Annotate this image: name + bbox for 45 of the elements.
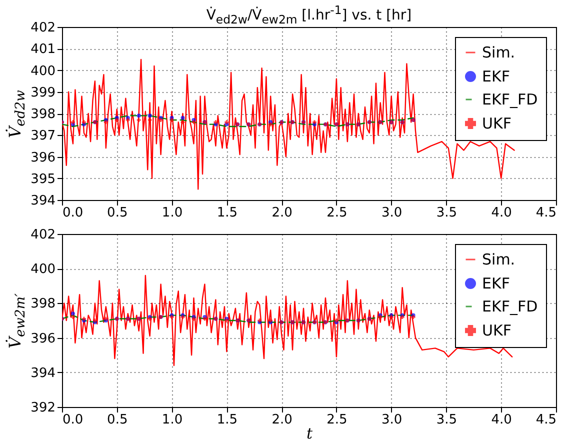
x-tick-label: 2.0 [272, 412, 292, 428]
x-tick-label: 1.5 [216, 206, 238, 220]
y-tick-label: 396 [30, 331, 56, 346]
x-tick-label: 3.5 [436, 206, 458, 220]
x-tick-label: 4.5 [536, 412, 556, 428]
y-tick-label: 398 [30, 107, 56, 122]
y-tick-label: 396 [30, 150, 56, 166]
x-tick-label: 3.0 [381, 206, 402, 220]
x-tick-label: 0.0 [62, 412, 84, 428]
y-tick-label: 400 [30, 262, 56, 278]
legend-label: Sim. [482, 44, 516, 62]
x-tick-label: 4.0 [491, 206, 512, 220]
legend-label: EKF [482, 68, 510, 86]
x-tick-label: 1.0 [162, 206, 183, 220]
y-tick-label: 398 [30, 296, 56, 312]
x-tick-label: 0.5 [107, 412, 128, 428]
y-tick-label: 402 [30, 228, 56, 242]
y-tick-label: 397 [30, 128, 56, 144]
x-axis-title: t [306, 424, 314, 442]
y-tick-label: 392 [30, 400, 56, 416]
x-tick-label: 0.5 [107, 206, 128, 220]
x-tick-label: 1.5 [216, 412, 238, 428]
legend-label: EKF_FD [482, 90, 538, 108]
legend-label: Sim. [482, 250, 516, 268]
y-tick-label: 394 [30, 194, 56, 208]
x-tick-label: 2.0 [272, 206, 292, 220]
y-tick-label: 394 [30, 366, 56, 381]
y-tick-label: 399 [30, 85, 56, 100]
x-tick-label: 2.5 [326, 206, 348, 220]
legend-label: UKF [482, 322, 512, 340]
x-tick-label: 3.0 [381, 412, 402, 428]
legend-label: UKF [482, 114, 512, 132]
y-tick-label: 400 [30, 64, 56, 79]
x-tick-label: 3.5 [436, 412, 458, 428]
y-tick-label: 395 [30, 172, 56, 187]
x-tick-label: 2.5 [326, 412, 348, 428]
x-tick-label: 1.0 [162, 412, 183, 428]
legend-label: EKF [482, 274, 510, 292]
x-tick-label: 4.5 [536, 206, 556, 220]
legend-label: EKF_FD [482, 298, 538, 316]
x-tick-label: 4.0 [491, 412, 512, 428]
y-tick-label: 402 [30, 20, 56, 36]
chart-title: V̇$_{ed2w}$/V̇$_{ew2m}$ [l.hr$^{-1}$] vs. t [hr] [205, 2, 413, 28]
y-tick-label: 401 [30, 42, 56, 58]
x-tick-label: 0.0 [62, 206, 84, 220]
